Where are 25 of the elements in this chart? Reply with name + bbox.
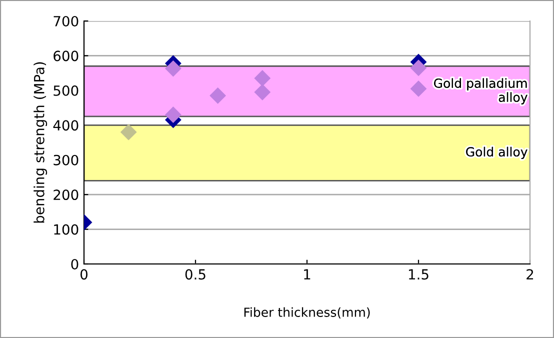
y-tick-label: 0	[71, 258, 78, 270]
point	[210, 87, 226, 104]
band-label: Gold alloy	[466, 146, 528, 159]
point	[254, 70, 271, 86]
y-tick-label: 700	[54, 16, 78, 26]
y-tick-label: 400	[53, 120, 78, 131]
point	[254, 84, 271, 100]
x-tick-label: 1.5	[408, 269, 428, 280]
band-label: Gold palladium alloy	[434, 78, 528, 104]
point	[120, 124, 137, 140]
x-tick-label: 1	[304, 269, 310, 280]
y-tick-label: 500	[54, 85, 78, 96]
y-tick-label: 600	[54, 50, 78, 62]
x-axis-title: Fiber thickness(mm)	[244, 307, 370, 318]
x-tick-label: 0	[80, 269, 88, 280]
point	[410, 80, 427, 97]
y-tick-label: 100	[54, 224, 78, 235]
point	[164, 106, 182, 123]
x-tick-label: 2	[526, 269, 534, 280]
x-tick-label: 0.5	[185, 269, 206, 280]
y-tick-label: 200	[54, 190, 78, 200]
point	[410, 60, 427, 76]
y-tick-label: 300	[54, 154, 78, 166]
point	[164, 60, 182, 77]
y-axis-title: bending strength (MPa)	[34, 62, 48, 223]
